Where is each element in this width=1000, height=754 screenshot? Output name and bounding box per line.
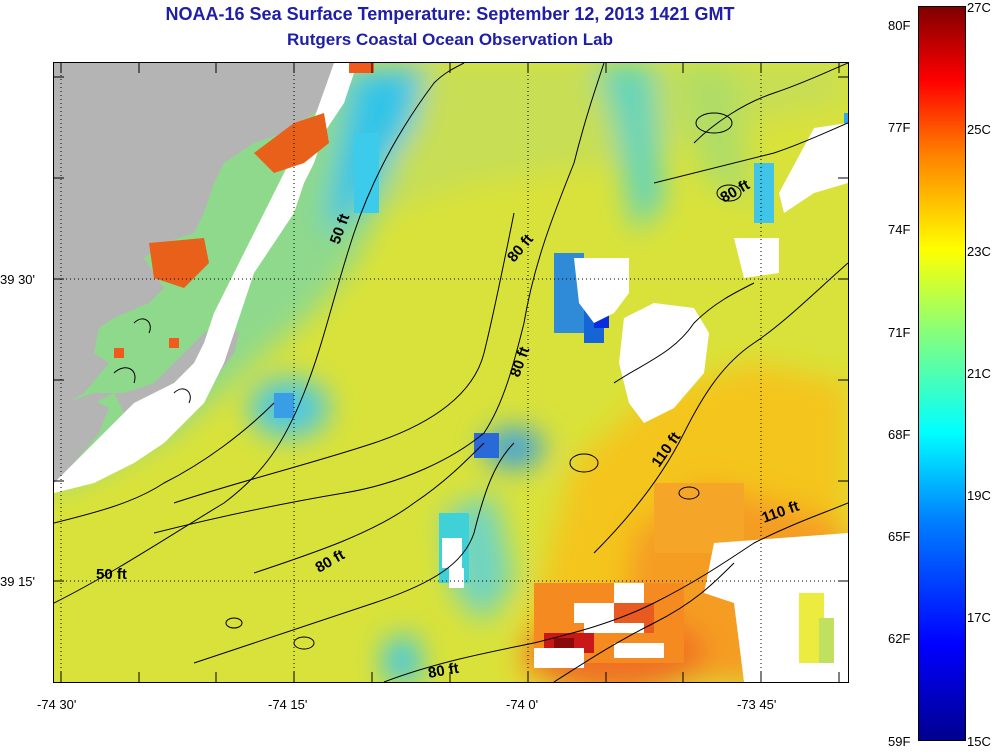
temperature-colorbar bbox=[918, 6, 966, 741]
land-mask bbox=[54, 63, 334, 413]
map-subtitle: Rutgers Coastal Ocean Observation Lab bbox=[287, 30, 613, 49]
colorbar-f-label: 74F bbox=[888, 222, 911, 237]
axis-ticks bbox=[54, 63, 848, 682]
sst-patch bbox=[819, 618, 834, 663]
colorbar-f-label: 65F bbox=[888, 529, 911, 544]
colorbar-c-label: 27C bbox=[967, 0, 991, 15]
x-tick-label: -74 30' bbox=[37, 697, 77, 712]
x-tick-label: -73 45' bbox=[737, 697, 777, 712]
colorbar-c-label: 25C bbox=[967, 122, 991, 137]
warm-bay bbox=[349, 63, 374, 73]
sst-map-canvas: 50 ft 50 ft 80 ft 80 ft 80 ft 80 ft 80 f… bbox=[54, 63, 848, 682]
sst-map[interactable]: 50 ft 50 ft 80 ft 80 ft 80 ft 80 ft 80 f… bbox=[53, 62, 849, 683]
x-tick-label: -74 15' bbox=[268, 697, 308, 712]
colorbar-c-label: 17C bbox=[967, 610, 991, 625]
warm-bay bbox=[254, 113, 329, 173]
warm-bay bbox=[149, 238, 209, 288]
warm-bay bbox=[114, 348, 124, 358]
colorbar-f-label: 62F bbox=[888, 631, 911, 646]
colorbar-c-label: 23C bbox=[967, 244, 991, 259]
colorbar-f-label: 59F bbox=[888, 734, 911, 749]
colorbar-c-label: 15C bbox=[967, 734, 991, 749]
x-tick-label: -74 0' bbox=[506, 697, 539, 712]
y-tick-label: 39 30' bbox=[0, 272, 36, 287]
colorbar-c-label: 21C bbox=[967, 366, 991, 381]
coast-cloud bbox=[54, 63, 354, 493]
warm-bay bbox=[169, 338, 179, 348]
colorbar-f-label: 71F bbox=[888, 325, 911, 340]
contour-label: 80 ft bbox=[427, 660, 460, 682]
bathymetry-contours bbox=[54, 63, 848, 682]
colorbar-f-label: 80F bbox=[888, 18, 911, 33]
map-title: NOAA-16 Sea Surface Temperature: Septemb… bbox=[165, 4, 735, 24]
contour-label: 50 ft bbox=[96, 566, 127, 583]
land-mask bbox=[54, 398, 109, 483]
colorbar-f-label: 68F bbox=[888, 427, 911, 442]
colorbar-f-label: 77F bbox=[888, 120, 911, 135]
colorbar-c-label: 19C bbox=[967, 488, 991, 503]
y-tick-label: 39 15' bbox=[0, 574, 36, 589]
graticule bbox=[54, 63, 848, 682]
